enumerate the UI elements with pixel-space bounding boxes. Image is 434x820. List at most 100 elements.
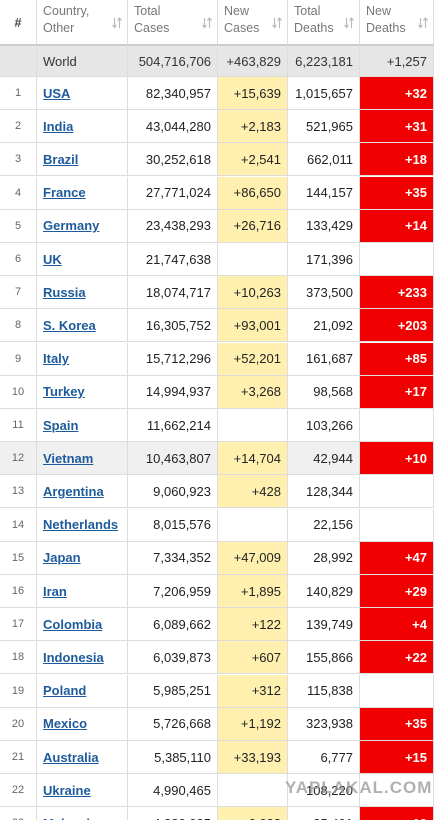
cell: Netherlands (37, 508, 128, 542)
cell: Japan (37, 541, 128, 575)
cell: +18 (360, 143, 434, 177)
country-link[interactable]: Vietnam (43, 450, 94, 466)
sort-icon[interactable] (272, 17, 282, 29)
cell: Poland (37, 674, 128, 708)
cell: 19 (0, 674, 37, 708)
country-link[interactable]: Netherlands (43, 517, 119, 533)
country-link[interactable]: Poland (43, 683, 87, 699)
cell: 108,220 (288, 774, 360, 808)
table-row: 6 UK 21,747,638 171,396 (0, 243, 434, 276)
cell: +29 (360, 575, 434, 608)
cell (360, 409, 434, 442)
table-row: 17 Colombia 6,089,662 +122 139,749 +4 (0, 608, 434, 642)
cell (218, 409, 288, 442)
cell: 662,011 (288, 143, 360, 177)
sort-icon[interactable] (418, 17, 428, 29)
cell: 15 (0, 541, 37, 575)
cell: 133,429 (288, 209, 360, 243)
country-link[interactable]: Turkey (43, 384, 85, 400)
column-header[interactable]: Total Deaths (288, 0, 360, 46)
country-link[interactable]: Indonesia (43, 649, 104, 665)
cell: 82,340,957 (128, 77, 218, 110)
country-link[interactable]: Italy (43, 351, 70, 367)
cell: 11 (0, 409, 37, 442)
sort-icon[interactable] (112, 17, 122, 29)
cell: 2 (0, 110, 37, 144)
cell: +2,541 (218, 143, 288, 177)
cell: +1,895 (218, 575, 288, 608)
country-link[interactable]: Germany (43, 218, 100, 234)
cell: 161,687 (288, 342, 360, 376)
table-row: 12 Vietnam 10,463,807 +14,704 42,944 +10 (0, 442, 434, 476)
column-header[interactable]: New Deaths (360, 0, 434, 46)
country-link[interactable]: UK (43, 251, 62, 267)
table-row: 8 S. Korea 16,305,752 +93,001 21,092 +203 (0, 309, 434, 343)
cell: 9,060,923 (128, 475, 218, 509)
cell: 6,223,181 (288, 46, 360, 77)
country-link[interactable]: Japan (43, 550, 81, 566)
cell: +203 (360, 309, 434, 343)
cell: 28,992 (288, 541, 360, 575)
column-header: # (0, 0, 37, 46)
header-text: New Deaths (366, 4, 406, 35)
cell: Ukraine (37, 774, 128, 808)
cell (360, 508, 434, 542)
country-link[interactable]: Australia (43, 749, 99, 765)
cell: 6,777 (288, 741, 360, 774)
country-link[interactable]: USA (43, 85, 71, 101)
cell: 22 (0, 774, 37, 808)
cell: +4 (360, 608, 434, 642)
cell: +122 (218, 608, 288, 642)
cell: 155,866 (288, 641, 360, 675)
sort-icon[interactable] (202, 17, 212, 29)
country-link[interactable]: France (43, 185, 86, 201)
cell: +32 (360, 77, 434, 110)
cell: 7 (0, 276, 37, 310)
cell: 323,938 (288, 707, 360, 741)
column-header[interactable]: New Cases (218, 0, 288, 46)
cell: 14,994,937 (128, 375, 218, 409)
column-header[interactable]: Total Cases (128, 0, 218, 46)
table-row: 13 Argentina 9,060,923 +428 128,344 (0, 475, 434, 509)
cell: 8 (0, 309, 37, 343)
cell: Iran (37, 575, 128, 608)
country-link[interactable]: Malaysia (43, 816, 97, 820)
table-row: 20 Mexico 5,726,668 +1,192 323,938 +35 (0, 707, 434, 741)
cell: +47 (360, 541, 434, 575)
cell: UK (37, 243, 128, 276)
cell: +312 (218, 674, 288, 708)
header-text: Total Cases (134, 4, 170, 35)
country-link[interactable]: Brazil (43, 151, 79, 167)
cell: 21,092 (288, 309, 360, 343)
cell: +14 (360, 209, 434, 243)
country-link[interactable]: Spain (43, 417, 79, 433)
cell: 504,716,706 (128, 46, 218, 77)
column-header[interactable]: Country, Other (37, 0, 128, 46)
country-link[interactable]: Colombia (43, 616, 103, 632)
cell: 10,463,807 (128, 442, 218, 476)
country-link[interactable]: Argentina (43, 483, 104, 499)
sort-icon[interactable] (344, 17, 354, 29)
cell: 20 (0, 707, 37, 741)
cell: 140,829 (288, 575, 360, 608)
country-link[interactable]: Iran (43, 583, 67, 599)
cell: +10 (360, 807, 434, 820)
cell: Italy (37, 342, 128, 376)
table-row: 19 Poland 5,985,251 +312 115,838 (0, 674, 434, 708)
cell: +1,257 (360, 46, 434, 77)
cell: +17 (360, 375, 434, 409)
cell: +31 (360, 110, 434, 144)
country-link[interactable]: Ukraine (43, 782, 91, 798)
cell: +463,829 (218, 46, 288, 77)
cell: Russia (37, 276, 128, 310)
cell: +10,263 (218, 276, 288, 310)
country-link[interactable]: S. Korea (43, 317, 96, 333)
country-link[interactable]: Mexico (43, 716, 88, 732)
cell: 11,662,214 (128, 409, 218, 442)
cell: 128,344 (288, 475, 360, 509)
country-link[interactable]: India (43, 118, 74, 134)
cell: +22 (360, 641, 434, 675)
cell: +26,716 (218, 209, 288, 243)
country-link[interactable]: Russia (43, 284, 86, 300)
